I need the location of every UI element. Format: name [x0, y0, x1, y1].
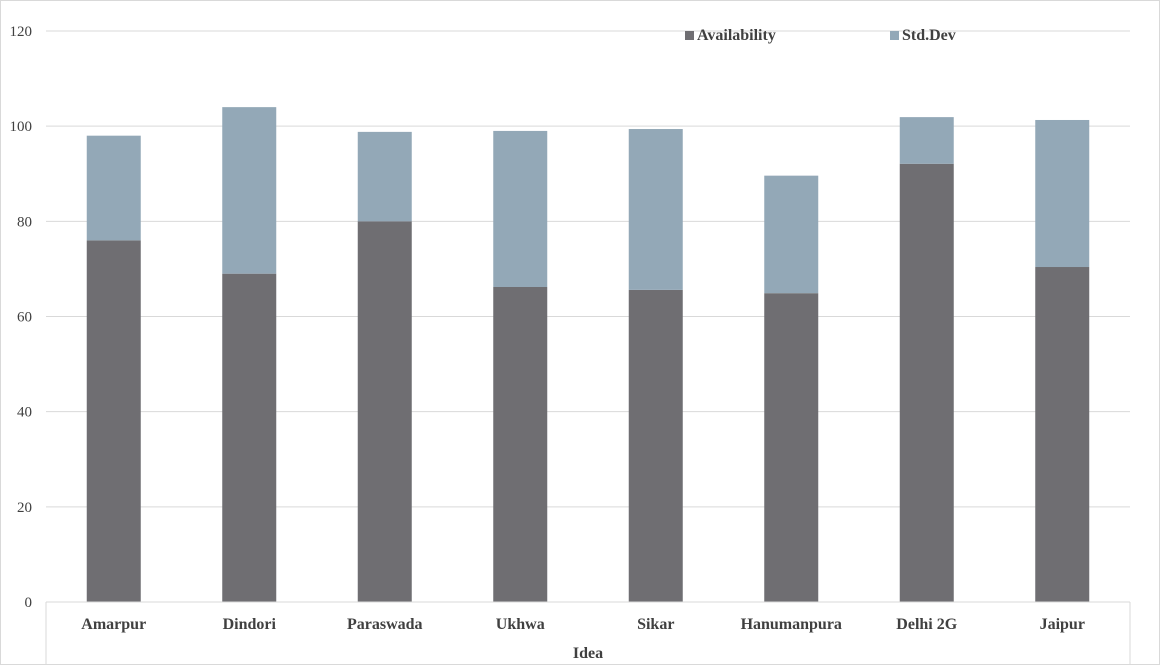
category-label: Amarpur: [81, 616, 146, 633]
category-label: Hanumanpura: [741, 616, 842, 633]
x-axis-title: Idea: [573, 645, 603, 662]
y-tick-label: 0: [25, 595, 33, 611]
category-label: Jaipur: [1040, 616, 1085, 633]
legend-swatch: [685, 31, 694, 40]
bar-std-dev-jaipur: [1035, 119, 1090, 268]
legend: Availability Std.Dev: [685, 27, 956, 44]
bar-availability-dindori: [222, 273, 277, 602]
bar-std-dev-ukhwa: [493, 130, 548, 287]
y-tick-label: 100: [10, 119, 33, 135]
bars: [46, 107, 1130, 603]
bar-availability-amarpur: [86, 240, 141, 602]
bar-std-dev-hanumanpura: [764, 175, 819, 294]
bar-availability-ukhwa: [493, 286, 548, 602]
bar-availability-sikar: [628, 289, 683, 602]
bar-std-dev-paraswada: [357, 131, 412, 222]
bar-availability-paraswada: [357, 221, 412, 603]
legend-swatch: [890, 31, 899, 40]
y-tick-label: 40: [17, 405, 32, 421]
legend-label: Availability: [697, 27, 776, 44]
bar-std-dev-sikar: [628, 129, 683, 290]
y-tick-label: 60: [17, 310, 32, 326]
y-tick-label: 120: [10, 24, 33, 40]
bar-std-dev-amarpur: [86, 135, 141, 241]
y-tick-label: 20: [17, 500, 32, 516]
gridlines: [46, 30, 1130, 603]
bar-availability-hanumanpura: [764, 293, 819, 602]
legend-label: Std.Dev: [902, 27, 956, 44]
bar-std-dev-delhi-2g: [899, 117, 954, 164]
category-label: Ukhwa: [496, 616, 545, 633]
bar-availability-delhi-2g: [899, 163, 954, 602]
category-label: Sikar: [637, 616, 674, 633]
bar-availability-jaipur: [1035, 267, 1090, 602]
bar-std-dev-dindori: [222, 107, 277, 274]
category-axis: Amarpur Dindori Paraswada Ukhwa Sikar Hanuman…: [45, 602, 1131, 664]
y-axis-ticks: 0 20 40 60 80 100 120: [10, 24, 33, 611]
category-label: Paraswada: [347, 616, 423, 633]
category-label: Delhi 2G: [896, 616, 957, 633]
y-tick-label: 80: [17, 214, 32, 230]
category-label: Dindori: [223, 616, 277, 633]
